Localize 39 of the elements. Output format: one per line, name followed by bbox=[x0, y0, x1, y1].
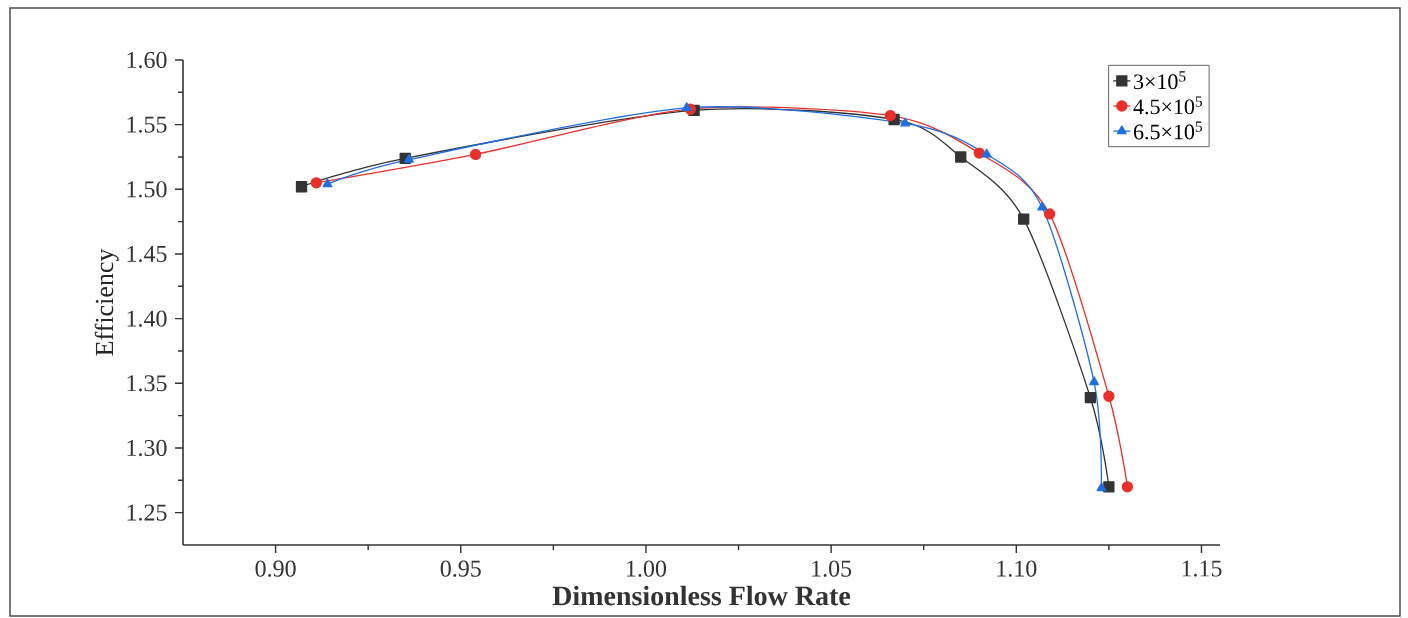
point bbox=[1103, 390, 1115, 402]
point bbox=[469, 148, 482, 161]
y-tick-label: 1.50 bbox=[127, 181, 167, 198]
point bbox=[403, 153, 414, 163]
y-tick-label: 1.30 bbox=[127, 439, 167, 457]
point bbox=[1084, 391, 1097, 404]
y-tick-label: 1.60 bbox=[127, 51, 167, 69]
x-tick-label: 0.95 bbox=[440, 560, 481, 577]
point bbox=[973, 147, 985, 159]
point bbox=[1037, 201, 1048, 211]
y-tick-label: 1.40 bbox=[127, 310, 167, 327]
x-tick-label: 0.90 bbox=[255, 560, 296, 577]
y-tick-label: 1.55 bbox=[127, 116, 167, 133]
point bbox=[1121, 481, 1134, 493]
point bbox=[1043, 208, 1056, 220]
point bbox=[681, 102, 692, 111]
point bbox=[295, 181, 308, 193]
point bbox=[884, 109, 897, 122]
point bbox=[900, 117, 911, 127]
x-axis-title: Dimensionless Flow Rate bbox=[552, 585, 851, 606]
legend-label: 4.5×10$^{5}$ bbox=[1133, 96, 1203, 115]
point bbox=[1089, 376, 1100, 386]
y-tick-label: 1.35 bbox=[127, 375, 167, 392]
point bbox=[310, 177, 322, 189]
y-tick-label: 1.25 bbox=[127, 504, 167, 521]
point bbox=[955, 151, 967, 163]
point bbox=[981, 148, 992, 158]
x-tick-label: 1.05 bbox=[812, 560, 852, 577]
legend-label: 3×10$^{5}$ bbox=[1134, 71, 1186, 90]
x-tick-label: 1.00 bbox=[627, 560, 667, 577]
point bbox=[1096, 482, 1107, 492]
x-tick-label: 1.15 bbox=[1182, 560, 1222, 577]
x-tick-label: 1.10 bbox=[997, 560, 1037, 577]
point bbox=[1103, 481, 1115, 493]
point bbox=[1018, 213, 1030, 225]
y-tick-label: 1.45 bbox=[127, 245, 167, 263]
y-axis-title: Efficiency bbox=[94, 248, 119, 356]
point bbox=[322, 178, 333, 188]
legend-label: 6.5×10$^{5}$ bbox=[1133, 121, 1203, 140]
